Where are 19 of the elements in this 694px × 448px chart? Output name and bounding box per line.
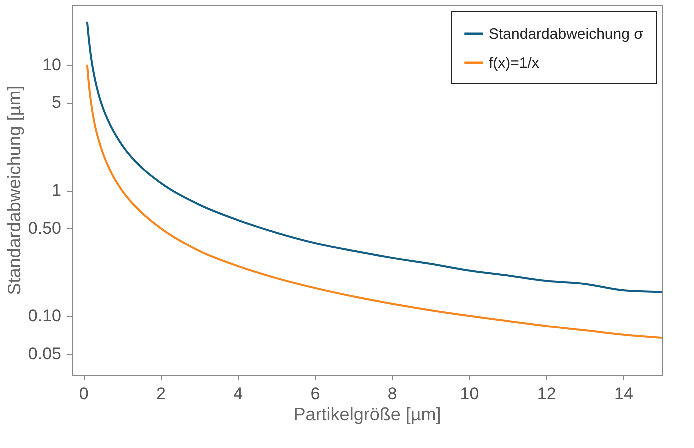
y-tick-label: 10 <box>42 55 62 74</box>
x-axis-title: Partikelgröße [µm] <box>294 404 442 424</box>
y-tick-label: 0.50 <box>28 218 62 238</box>
y-tick-label: 5 <box>52 93 62 112</box>
y-tick-label: 1 <box>52 181 62 200</box>
x-tick-label: 10 <box>460 384 480 404</box>
line-series <box>86 20 662 294</box>
legend-label: f(x)=1/x <box>489 55 540 72</box>
x-tick-label: 8 <box>388 384 398 404</box>
x-tick-label: 4 <box>234 384 244 404</box>
x-tick-label: 6 <box>310 384 320 404</box>
y-tick-label: 0.10 <box>28 306 62 326</box>
x-tick-label: 12 <box>537 384 556 404</box>
y-axis-title: Standardabweichung [µm] <box>4 86 24 296</box>
y-tick-label: 0.05 <box>28 344 62 364</box>
x-tick-label: 0 <box>79 384 89 404</box>
x-tick-label: 14 <box>614 384 634 404</box>
x-tick-label: 2 <box>156 384 166 404</box>
legend-label: Standardabweichung σ <box>489 26 644 43</box>
